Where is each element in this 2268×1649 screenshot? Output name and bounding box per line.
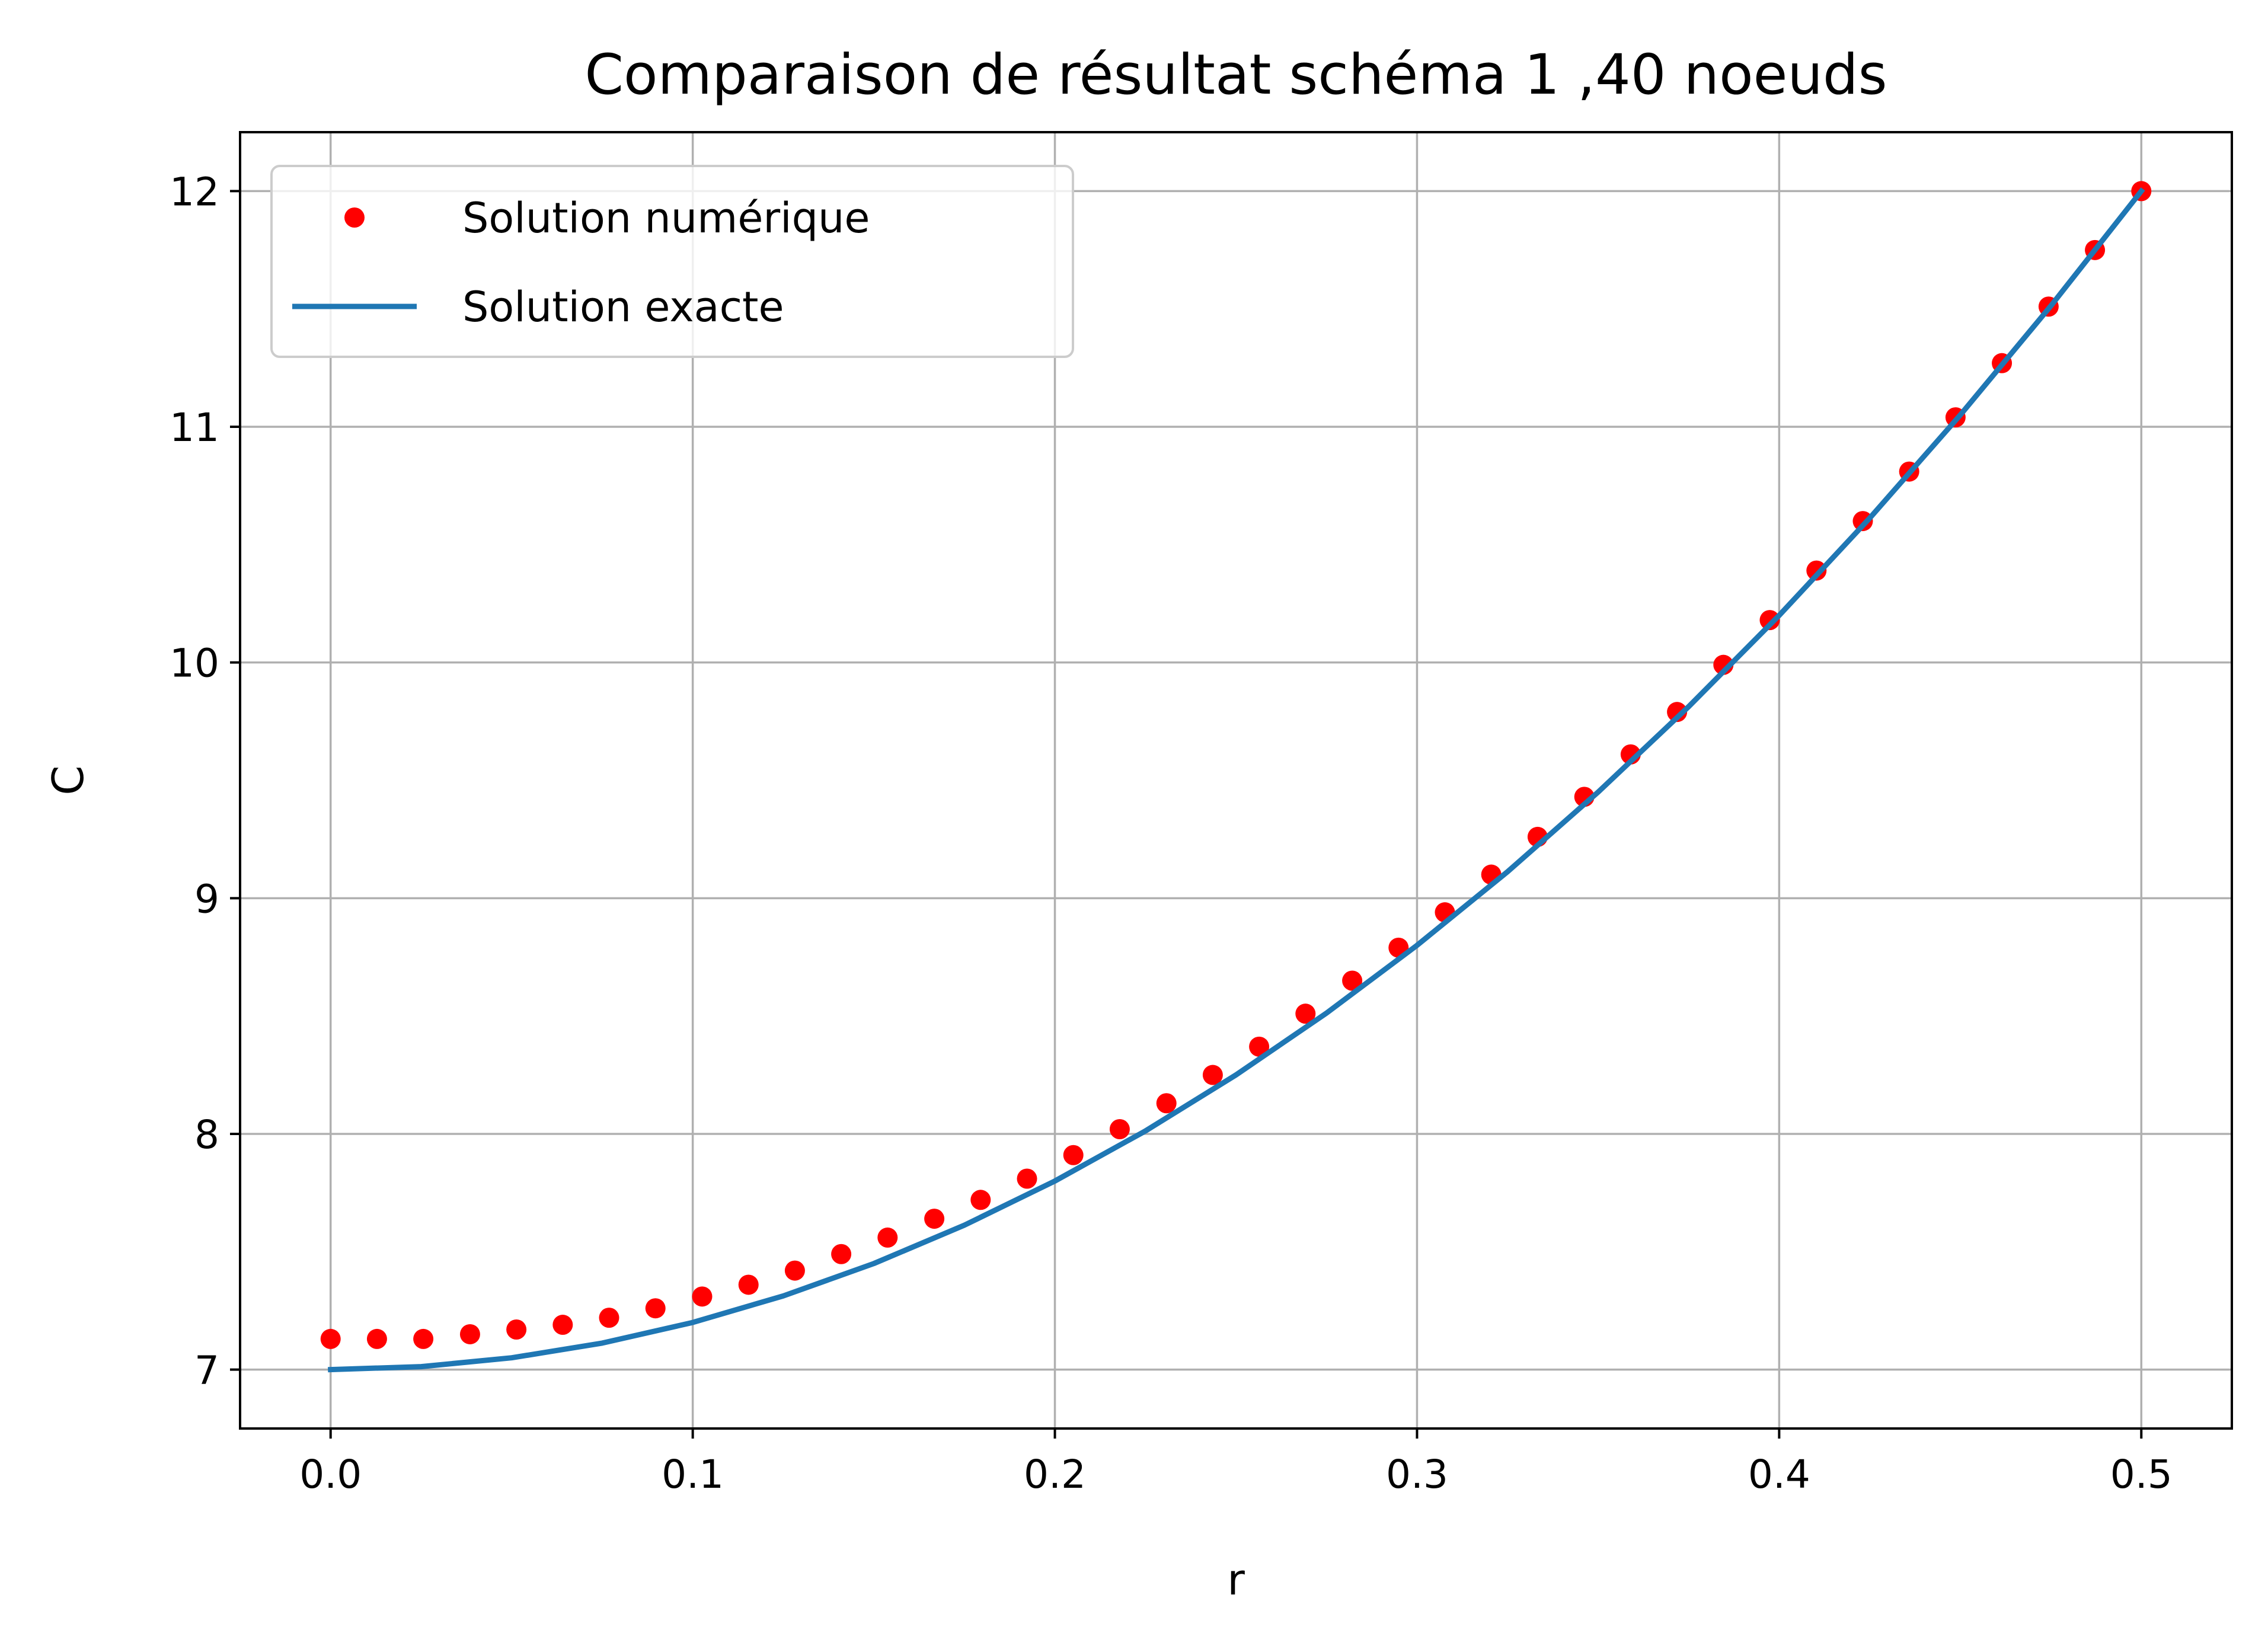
legend-label: Solution numérique	[462, 194, 870, 242]
numerical-solution-point	[738, 1274, 759, 1295]
y-tick-label: 9	[194, 876, 219, 922]
numerical-solution-point	[831, 1244, 852, 1264]
numerical-solution-point	[784, 1260, 805, 1281]
numerical-solution-point	[1295, 1004, 1316, 1024]
chart-title: Comparaison de résultat schéma 1 ,40 noe…	[584, 43, 1887, 107]
legend-swatch-marker	[344, 207, 365, 228]
y-tick-label: 7	[194, 1348, 219, 1394]
numerical-solution-point	[1156, 1093, 1177, 1114]
numerical-solution-point	[1202, 1065, 1223, 1085]
x-tick-label: 0.2	[1024, 1452, 1086, 1497]
numerical-solution-point	[1017, 1168, 1037, 1189]
numerical-solution-point	[320, 1328, 341, 1349]
plot-frame	[239, 131, 2233, 1430]
x-tick-label: 0.3	[1386, 1452, 1448, 1497]
legend-box	[270, 165, 1074, 358]
y-tick-label: 12	[170, 169, 219, 215]
numerical-solution-point	[599, 1308, 619, 1328]
numerical-solution-point	[970, 1190, 991, 1210]
numerical-solution-point	[1342, 970, 1363, 991]
y-tick-label: 8	[194, 1112, 219, 1158]
numerical-solution-point	[645, 1298, 666, 1319]
numerical-solution-point	[1806, 560, 1827, 581]
numerical-solution-point	[506, 1319, 527, 1340]
numerical-solution-point	[1759, 610, 1780, 631]
x-tick-label: 0.1	[662, 1452, 724, 1497]
numerical-solution-point	[413, 1328, 434, 1349]
numerical-solution-point	[1852, 511, 1873, 532]
numerical-solution-point	[1109, 1119, 1130, 1140]
x-tick-label: 0.5	[2110, 1452, 2173, 1497]
y-tick-label: 10	[170, 641, 219, 686]
numerical-solution-point	[1063, 1145, 1084, 1165]
numerical-solution-point	[692, 1286, 713, 1307]
x-tick-label: 0.0	[299, 1452, 362, 1497]
numerical-solution-point	[366, 1328, 387, 1349]
numerical-solution-point	[459, 1324, 480, 1344]
numerical-solution-point	[1667, 702, 1688, 723]
numerical-solution-point	[877, 1227, 898, 1248]
numerical-solution-point	[924, 1209, 945, 1229]
y-tick-label: 11	[170, 405, 219, 450]
axis-ticks: 0.0 0.1 0.2 0.3 0.4 0.5 7 8 9 10 11 12	[170, 169, 2173, 1497]
legend-label: Solution exacte	[462, 283, 784, 331]
y-axis-label: C	[43, 765, 93, 795]
x-axis-label: r	[1227, 1555, 1245, 1605]
x-tick-label: 0.4	[1748, 1452, 1810, 1497]
numerical-solution-point	[552, 1315, 573, 1335]
numerical-solution-point	[1249, 1036, 1270, 1057]
legend: Solution numérique Solution exacte	[270, 165, 1074, 358]
exact-solution-line	[328, 187, 2145, 1373]
plot-series	[320, 181, 2152, 1373]
